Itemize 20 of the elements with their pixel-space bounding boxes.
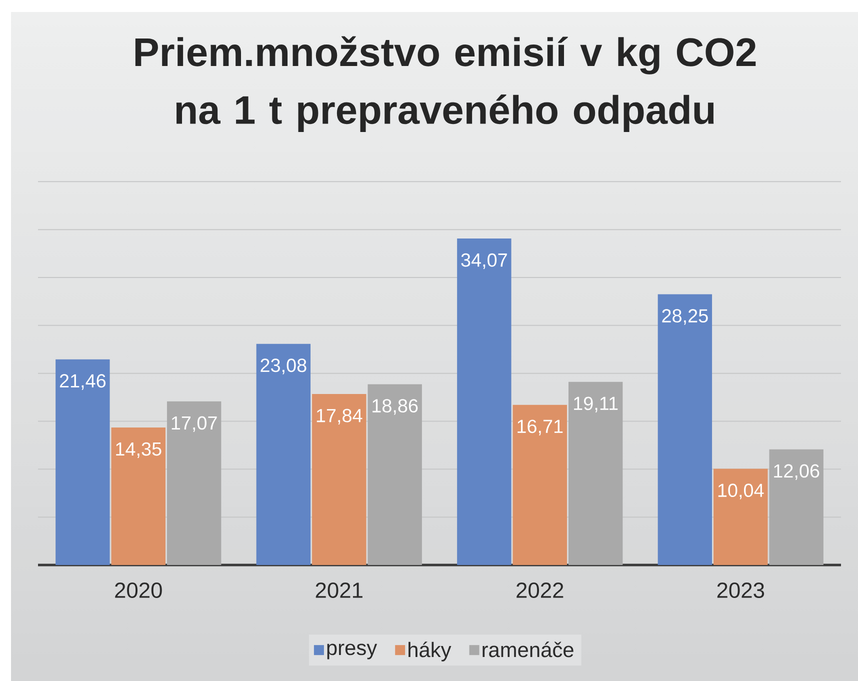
- data-label: 17,07: [172, 416, 217, 432]
- data-label: 28,25: [662, 309, 708, 325]
- chart-title: Priem.množstvo emisií v kg CO2 na 1 t prepraveného odpadu: [135, 36, 756, 132]
- data-label: 16,71: [518, 420, 563, 436]
- data-label: 34,07: [461, 253, 507, 269]
- data-label: 14,35: [116, 442, 162, 458]
- data-label: 23,08: [260, 358, 306, 374]
- x-tick-label: 2020: [115, 582, 162, 598]
- legend-label: presy: [327, 644, 378, 660]
- data-label: 18,86: [372, 399, 418, 415]
- x-tick-label: 2023: [717, 582, 764, 598]
- data-label: 21,46: [60, 374, 106, 390]
- x-tick-label: 2022: [516, 582, 564, 598]
- data-label: 17,84: [316, 408, 362, 425]
- legend-label: háky: [408, 642, 452, 662]
- data-label: 12,06: [774, 464, 820, 480]
- legend-label: ramenáče: [482, 642, 574, 658]
- data-label: 19,11: [574, 396, 618, 412]
- x-tick-label: 2021: [316, 582, 362, 598]
- data-label: 10,04: [718, 484, 764, 500]
